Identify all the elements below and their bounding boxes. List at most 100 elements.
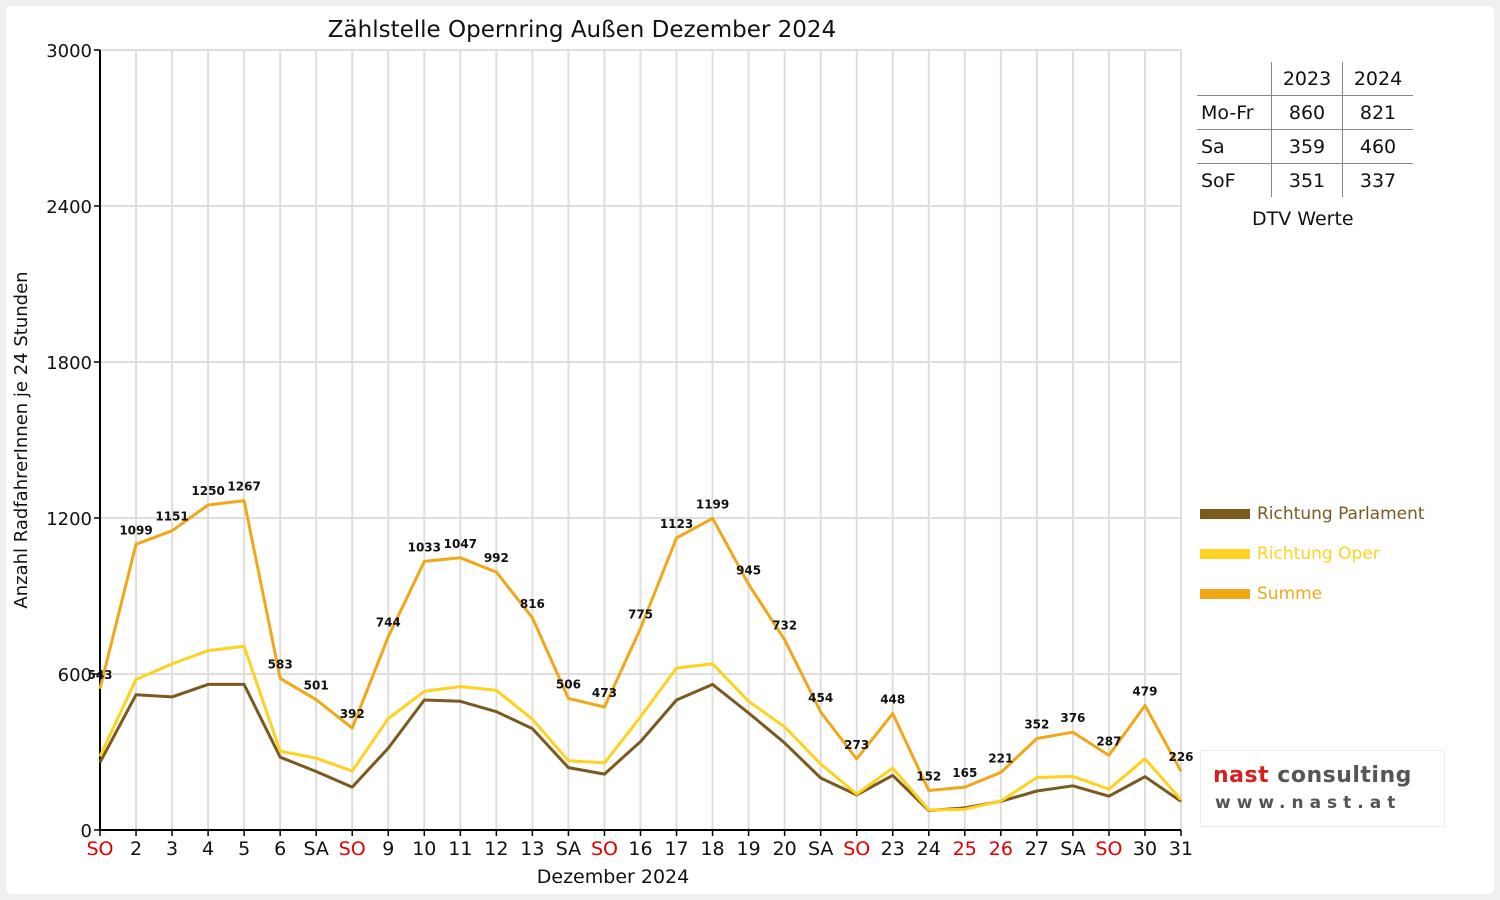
x-tick-label: SO (86, 838, 113, 860)
legend: Richtung Parlament Richtung Oper Summe (1200, 494, 1425, 614)
data-label: 287 (1096, 734, 1121, 748)
dtv-row-label: Mo-Fr (1201, 101, 1254, 124)
data-label: 376 (1060, 711, 1085, 725)
x-tick-label: 6 (274, 838, 286, 860)
data-label: 945 (736, 563, 761, 577)
chart-title: Zählstelle Opernring Außen Dezember 2024 (328, 17, 836, 43)
y-tick-label: 0 (81, 821, 92, 842)
x-tick-label: 11 (448, 838, 472, 860)
y-tick-label: 2400 (46, 197, 92, 218)
x-tick-label: 3 (166, 838, 178, 860)
x-tick-label: 13 (520, 838, 544, 860)
x-tick-label: 25 (953, 838, 977, 860)
company-logo: nast consulting www.nast.at (1200, 750, 1445, 827)
data-label: 152 (916, 769, 941, 783)
legend-swatch (1200, 549, 1250, 559)
data-label: 448 (880, 693, 905, 707)
data-label: 583 (268, 657, 293, 671)
dtv-cell: 359 (1271, 129, 1343, 164)
legend-label: Richtung Oper (1257, 544, 1380, 564)
x-tick-label: 5 (238, 838, 250, 860)
dtv-row-label: Sa (1201, 135, 1225, 158)
x-tick-label: SO (1095, 838, 1122, 860)
y-tick-label: 1800 (46, 353, 92, 374)
x-tick-label: 24 (917, 838, 941, 860)
dtv-table: 2023 2024 Mo-Fr 860 821 Sa 359 460 SoF 3… (1197, 62, 1413, 197)
x-tick-label: 18 (700, 838, 724, 860)
data-label: 165 (952, 766, 977, 780)
x-tick-label: SA (1060, 838, 1085, 860)
x-tick-label: 9 (382, 838, 394, 860)
data-label: 1151 (155, 510, 188, 524)
dtv-header-2023: 2023 (1271, 62, 1343, 96)
data-label: 1033 (408, 540, 441, 554)
logo-url: www.nast.at (1215, 793, 1402, 813)
legend-item-parlament: Richtung Parlament (1200, 494, 1425, 534)
series-line (98, 499, 1183, 792)
x-tick-label: SA (556, 838, 581, 860)
legend-label: Summe (1257, 584, 1323, 604)
legend-label: Richtung Parlament (1257, 504, 1425, 524)
data-label: 732 (772, 619, 797, 633)
x-tick-label: 19 (737, 838, 761, 860)
legend-swatch (1200, 509, 1250, 519)
x-tick-label: SA (808, 838, 833, 860)
data-label: 392 (340, 707, 365, 721)
data-label: 992 (484, 551, 509, 565)
x-tick-label: SA (303, 838, 328, 860)
series-line (98, 644, 1183, 812)
x-tick-label: SO (339, 838, 366, 860)
chart-frame (6, 6, 1494, 894)
data-label: 816 (520, 597, 545, 611)
data-label: 1123 (660, 517, 693, 531)
x-tick-label: 27 (1025, 838, 1049, 860)
x-tick-label: 17 (664, 838, 688, 860)
x-tick-label: SO (591, 838, 618, 860)
x-tick-label: 16 (628, 838, 652, 860)
data-label: 454 (808, 691, 833, 705)
data-label: 221 (988, 752, 1013, 766)
data-label: 479 (1132, 684, 1157, 698)
data-label: 1250 (191, 484, 224, 498)
legend-item-summe: Summe (1200, 574, 1425, 614)
x-tick-label: 10 (412, 838, 436, 860)
dtv-header-2024: 2024 (1342, 62, 1413, 96)
dtv-caption: DTV Werte (1252, 208, 1354, 230)
x-tick-label: SO (843, 838, 870, 860)
dtv-cell: 351 (1271, 163, 1343, 197)
data-label: 775 (628, 608, 653, 622)
series-lines (98, 499, 1183, 812)
data-label: 543 (87, 668, 112, 682)
legend-item-oper: Richtung Oper (1200, 534, 1425, 574)
y-tick-label: 3000 (46, 41, 92, 62)
x-axis-label: Dezember 2024 (537, 866, 689, 888)
y-tick-label: 600 (58, 665, 92, 686)
data-label: 506 (556, 677, 581, 691)
logo-name: nast consulting (1213, 763, 1412, 788)
dtv-cell: 337 (1342, 163, 1413, 197)
x-tick-label: 23 (881, 838, 905, 860)
dtv-cell: 460 (1342, 129, 1413, 164)
data-label: 1099 (119, 523, 152, 537)
dtv-cell: 821 (1342, 95, 1413, 130)
x-tick-label: 2 (130, 838, 142, 860)
x-tick-label: 30 (1133, 838, 1157, 860)
data-label: 501 (304, 679, 329, 693)
data-label: 744 (376, 616, 401, 630)
y-axis-label: Anzahl RadfahrerInnen je 24 Stunden (11, 271, 32, 608)
data-label: 1199 (696, 497, 729, 511)
x-tick-label: 26 (989, 838, 1013, 860)
data-label: 226 (1168, 750, 1193, 764)
data-label: 473 (592, 686, 617, 700)
data-label: 352 (1024, 717, 1049, 731)
x-tick-label: 12 (484, 838, 508, 860)
dtv-row-label: SoF (1201, 169, 1236, 192)
legend-swatch (1200, 589, 1250, 599)
y-tick-label: 1200 (46, 509, 92, 530)
dtv-cell: 860 (1271, 95, 1343, 130)
x-tick-label: 4 (202, 838, 214, 860)
data-label: 273 (844, 738, 869, 752)
